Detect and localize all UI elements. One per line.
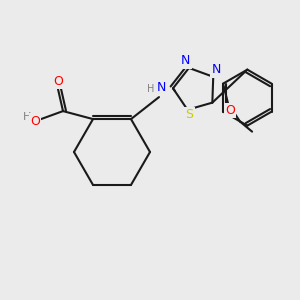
Text: N: N [156,81,166,94]
Text: H: H [23,112,31,122]
Text: H: H [147,84,155,94]
Text: O: O [53,75,63,88]
Text: N: N [181,54,190,68]
Text: O: O [30,115,40,128]
Text: S: S [185,108,194,121]
Text: N: N [212,63,221,76]
Text: O: O [225,104,235,117]
